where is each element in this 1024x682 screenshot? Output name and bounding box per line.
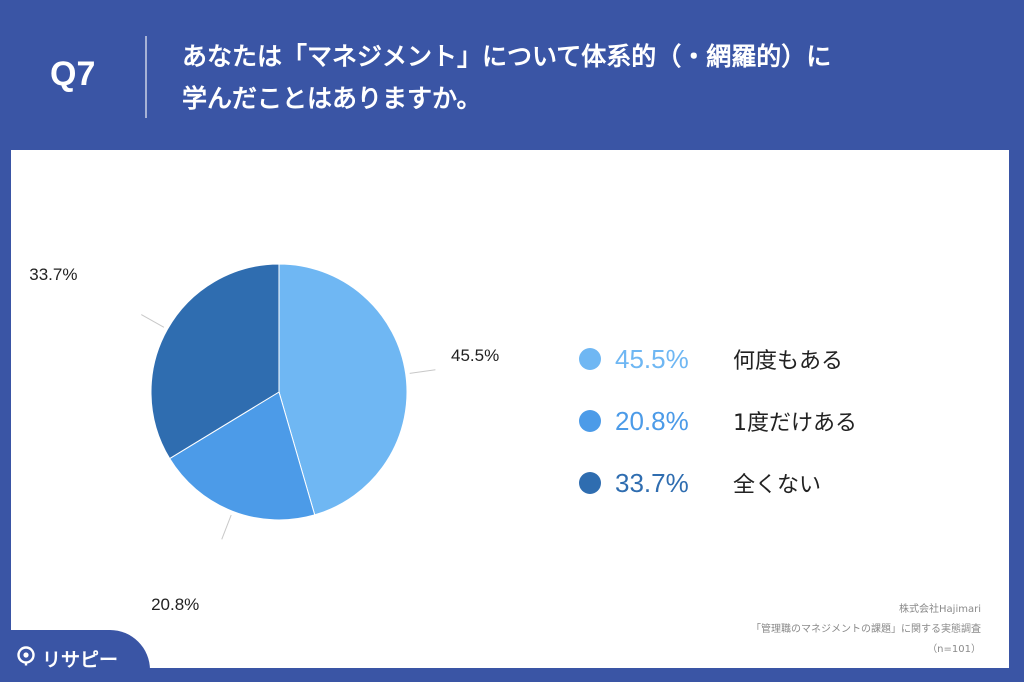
pie-slice (150, 263, 280, 460)
question-number: Q7 (50, 55, 96, 93)
question-line-2: 学んだことはありますか。 (182, 84, 482, 113)
legend-item: 20.8% 1度だけある (579, 390, 857, 452)
source-survey: 「管理職のマネジメントの課題」に関する実態調査 (751, 624, 981, 635)
pie-chart: 45.5% 20.8% 33.7% (29, 263, 499, 614)
source-sample-size: （n=101） (927, 644, 981, 655)
legend-label: 何度もある (733, 349, 844, 374)
question-text: あなたは「マネジメント」について体系的（・網羅的）に 学んだことはありますか。 (182, 36, 982, 120)
header: Q7 あなたは「マネジメント」について体系的（・網羅的）に 学んだことはあります… (0, 0, 1024, 148)
slice-leader-line (141, 314, 165, 328)
slice-leader-line (409, 369, 436, 374)
source-company: 株式会社Hajimari (899, 604, 981, 615)
pie-slice (278, 263, 408, 516)
legend-label: 全くない (733, 473, 822, 498)
lightbulb-pin-icon (17, 646, 35, 666)
legend-value: 45.5% (615, 343, 689, 374)
chart-panel: 45.5% 20.8% 33.7% 45.5% 何度もある 20.8% 1度だけある… (11, 150, 1009, 668)
source-note: 株式会社Hajimari 「管理職のマネジメントの課題」に関する実態調査 （n=… (751, 600, 981, 660)
legend-item: 33.7% 全くない (579, 452, 857, 514)
pie-slice (168, 391, 316, 521)
brand-name: リサピー (42, 649, 119, 671)
slice-leader-line (221, 514, 232, 540)
legend-dot-icon (579, 348, 601, 370)
legend-label: 1度だけある (733, 411, 857, 436)
legend-item: 45.5% 何度もある (579, 328, 857, 390)
legend: 45.5% 何度もある 20.8% 1度だけある 33.7% 全くない (579, 328, 857, 514)
legend-value: 33.7% (615, 467, 689, 498)
slice-value-label: 33.7% (29, 265, 77, 284)
question-line-1: あなたは「マネジメント」について体系的（・網羅的）に (182, 42, 832, 71)
legend-dot-icon (579, 472, 601, 494)
legend-dot-icon (579, 410, 601, 432)
brand-logo: リサピー (0, 630, 150, 682)
legend-value: 20.8% (615, 405, 689, 436)
header-divider (145, 36, 147, 118)
slice-value-label: 45.5% (451, 346, 499, 365)
slice-value-label: 20.8% (151, 595, 199, 614)
